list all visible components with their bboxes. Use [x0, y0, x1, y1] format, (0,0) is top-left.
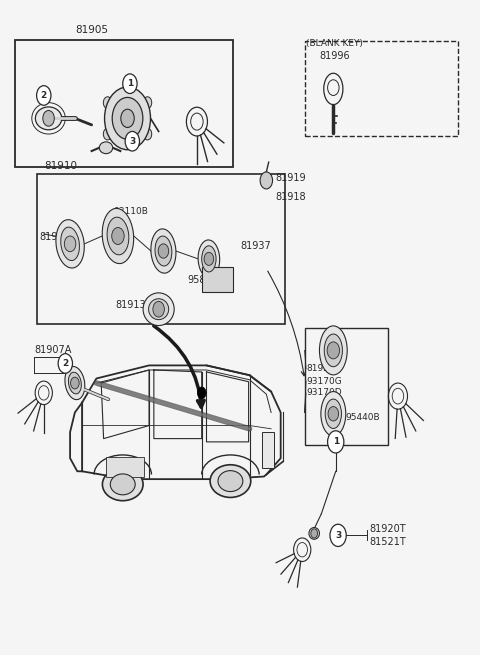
Circle shape: [143, 128, 152, 140]
Bar: [36, 174, 286, 324]
Text: 2: 2: [62, 359, 69, 368]
Text: 81913: 81913: [116, 299, 146, 310]
Text: 95860A: 95860A: [187, 275, 225, 285]
Text: 81928: 81928: [306, 364, 335, 373]
Bar: [106, 457, 144, 477]
Circle shape: [105, 87, 151, 150]
Text: 81905: 81905: [75, 25, 108, 35]
Ellipse shape: [110, 474, 135, 495]
Ellipse shape: [324, 334, 342, 367]
Circle shape: [328, 407, 338, 421]
Text: 93170G: 93170G: [306, 377, 342, 386]
Ellipse shape: [69, 372, 81, 394]
Circle shape: [71, 377, 79, 389]
Circle shape: [64, 236, 76, 252]
Circle shape: [327, 342, 339, 359]
Ellipse shape: [149, 299, 168, 320]
Ellipse shape: [107, 217, 129, 255]
Ellipse shape: [325, 399, 341, 428]
Ellipse shape: [56, 219, 84, 268]
Ellipse shape: [198, 240, 220, 278]
Text: 81919: 81919: [275, 174, 306, 183]
Ellipse shape: [321, 392, 346, 436]
Ellipse shape: [309, 527, 320, 539]
Ellipse shape: [210, 465, 251, 497]
Circle shape: [36, 86, 51, 105]
Circle shape: [123, 74, 137, 94]
Text: 3: 3: [129, 137, 135, 145]
Ellipse shape: [61, 227, 80, 261]
Circle shape: [330, 524, 346, 546]
Circle shape: [121, 109, 134, 128]
Ellipse shape: [218, 471, 243, 491]
Text: 81521T: 81521T: [369, 537, 406, 547]
Bar: [305, 328, 388, 445]
Text: 95440B: 95440B: [345, 413, 380, 422]
Bar: [202, 267, 233, 291]
Ellipse shape: [320, 326, 347, 375]
Circle shape: [153, 301, 164, 317]
Circle shape: [311, 529, 318, 538]
Ellipse shape: [102, 468, 143, 500]
Text: 81958: 81958: [39, 233, 70, 242]
Circle shape: [158, 244, 168, 258]
Text: 81996: 81996: [320, 51, 350, 61]
Text: 1: 1: [333, 438, 339, 446]
Ellipse shape: [155, 236, 172, 266]
Circle shape: [143, 97, 152, 109]
Ellipse shape: [202, 246, 216, 272]
Ellipse shape: [102, 208, 133, 263]
Circle shape: [125, 132, 140, 151]
Text: 3: 3: [335, 531, 341, 540]
Ellipse shape: [99, 142, 113, 154]
Circle shape: [327, 431, 344, 453]
Circle shape: [43, 111, 54, 126]
Ellipse shape: [36, 107, 62, 130]
Ellipse shape: [143, 293, 174, 326]
Circle shape: [103, 128, 112, 140]
Ellipse shape: [151, 229, 176, 273]
Circle shape: [260, 172, 273, 189]
Text: 81918: 81918: [275, 192, 306, 202]
Text: 2: 2: [41, 91, 47, 100]
Circle shape: [197, 387, 206, 399]
Bar: [262, 432, 274, 468]
Circle shape: [103, 97, 112, 109]
Bar: [305, 41, 458, 136]
Text: (BLANK KEY): (BLANK KEY): [306, 39, 363, 48]
Text: 81907A: 81907A: [34, 345, 72, 355]
Circle shape: [112, 227, 124, 244]
Text: 81910: 81910: [44, 160, 77, 171]
Bar: [15, 40, 233, 168]
Text: 93110B: 93110B: [113, 207, 148, 215]
Circle shape: [112, 98, 143, 140]
Text: 1: 1: [127, 79, 133, 88]
Text: 93170D: 93170D: [306, 388, 342, 398]
Circle shape: [204, 252, 214, 265]
Circle shape: [58, 354, 72, 373]
Text: 81920T: 81920T: [369, 524, 406, 534]
Ellipse shape: [65, 367, 85, 400]
Text: 81937: 81937: [240, 241, 271, 251]
